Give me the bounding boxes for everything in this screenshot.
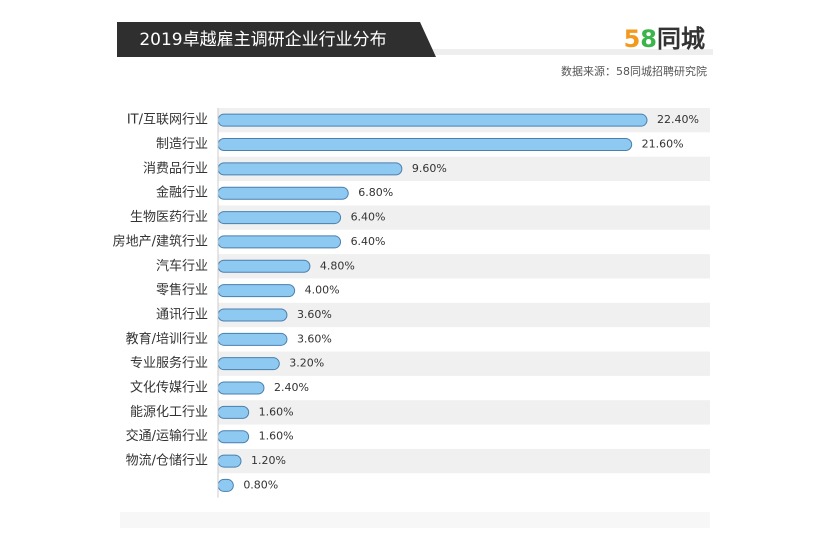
- bar: [217, 186, 349, 200]
- category-label: 汽车行业: [156, 258, 208, 274]
- bar: [217, 162, 403, 176]
- bar: [217, 211, 342, 225]
- category-label: 通讯行业: [156, 307, 208, 322]
- logo-part: 同城: [657, 25, 705, 53]
- bar: [217, 332, 288, 346]
- category-label: 文化传媒行业: [130, 381, 208, 396]
- bar: [217, 454, 242, 468]
- bar: [217, 138, 633, 152]
- category-label: 专业服务行业: [130, 355, 208, 371]
- row-band: [218, 351, 710, 376]
- bar: [217, 259, 311, 273]
- logo: 58同城: [624, 25, 705, 53]
- value-label: 1.20%: [251, 454, 286, 467]
- category-label: 制造行业: [156, 137, 208, 152]
- category-label: 房地产/建筑行业: [113, 233, 208, 249]
- bar: [217, 113, 648, 127]
- category-label: 物流/仓储行业: [126, 454, 208, 469]
- value-label: 6.40%: [351, 211, 386, 224]
- value-label: 1.60%: [259, 405, 294, 418]
- bar: [217, 357, 280, 371]
- category-label: 能源化工行业: [130, 405, 208, 420]
- value-label: 6.40%: [351, 235, 386, 248]
- value-label: 3.20%: [289, 357, 324, 370]
- value-label: 6.80%: [358, 186, 393, 199]
- footer-band: [120, 512, 710, 528]
- value-label: 1.60%: [259, 430, 294, 443]
- title-bar: [117, 22, 436, 57]
- category-label: 零售行业: [156, 282, 208, 298]
- value-label: 2.40%: [274, 381, 309, 394]
- source: 数据来源：58同城招聘研究院: [561, 64, 707, 78]
- value-label: 21.60%: [642, 138, 684, 151]
- category-label: 消费品行业: [143, 161, 208, 176]
- row-band: [218, 448, 710, 474]
- category-label: 金融行业: [156, 185, 208, 201]
- bar: [217, 308, 288, 322]
- category-label: 生物医药行业: [130, 210, 208, 225]
- value-label: 3.60%: [297, 332, 332, 345]
- value-label: 22.40%: [657, 113, 699, 126]
- logo-part: 5: [624, 25, 641, 53]
- row-band: [218, 302, 710, 328]
- row-band: [218, 400, 710, 425]
- value-label: 4.80%: [320, 259, 355, 272]
- logo-part: 8: [640, 25, 657, 53]
- value-label: 9.60%: [412, 162, 447, 175]
- bar: [217, 430, 250, 444]
- category-label: IT/互联网行业: [127, 113, 208, 128]
- category-label: 教育/培训行业: [126, 331, 208, 347]
- bar: [217, 381, 265, 395]
- bar: [217, 284, 296, 298]
- value-label: 0.80%: [243, 478, 278, 491]
- value-label: 3.60%: [297, 308, 332, 321]
- category-label: 交通/运输行业: [126, 428, 208, 444]
- value-label: 4.00%: [305, 284, 340, 297]
- bar: [217, 478, 234, 492]
- bar: [217, 235, 342, 249]
- chart-title: 2019卓越雇主调研企业行业分布: [139, 30, 386, 50]
- bar: [217, 405, 250, 419]
